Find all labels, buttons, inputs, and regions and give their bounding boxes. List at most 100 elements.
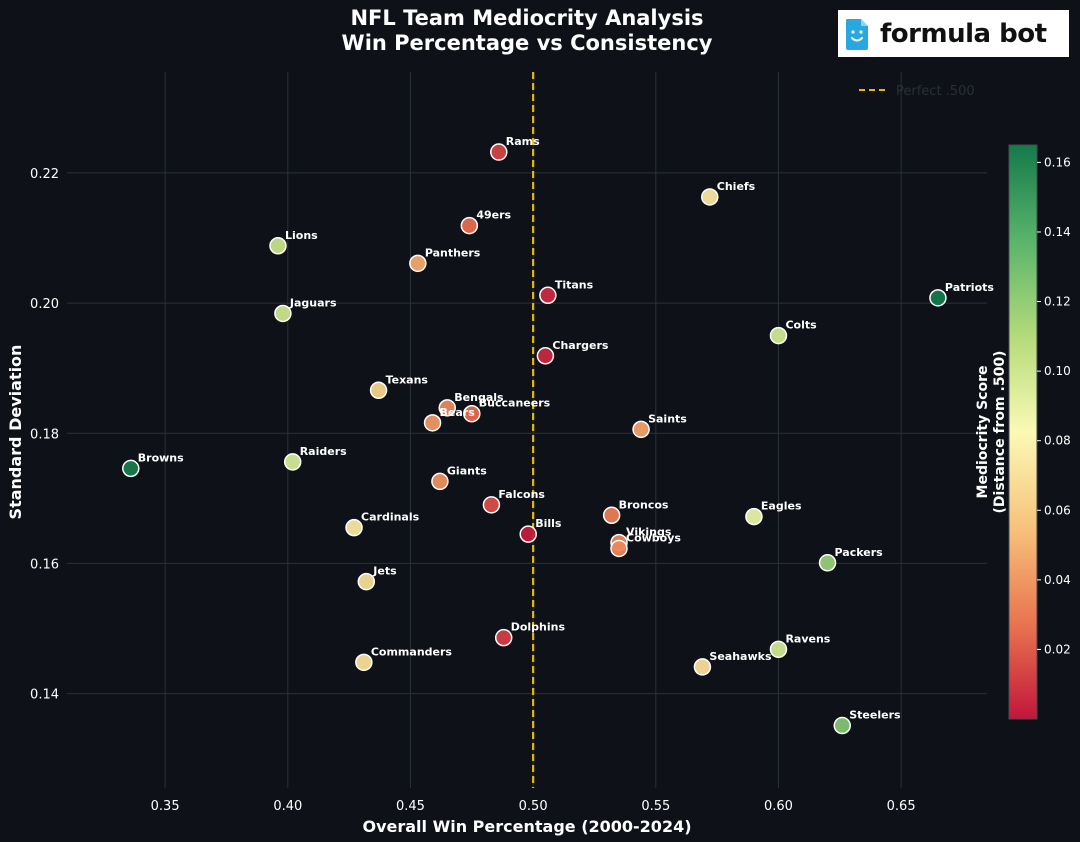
point-label-chiefs: Chiefs: [717, 180, 756, 193]
point-label-chargers: Chargers: [552, 339, 609, 352]
point-label-dolphins: Dolphins: [511, 621, 566, 634]
colorbar: 0.02 0.04 0.06 0.08 0.10 0.12 0.14 0.16 Mediocr…: [975, 144, 1071, 720]
logo-text: formula bot: [880, 18, 1047, 49]
colorbar-tick-label: 0.10: [1044, 364, 1071, 378]
point-steelers: [833, 716, 852, 735]
point-bengals: [438, 399, 457, 417]
chart-subtitle: Win Percentage vs Consistency: [342, 31, 713, 55]
point-texans: [369, 381, 388, 400]
point-cowboys: [610, 539, 628, 558]
point-jets: [357, 572, 376, 591]
point-label-ravens: Ravens: [785, 632, 830, 645]
point-jaguars: [274, 304, 292, 323]
x-tick-label: 0.60: [764, 799, 793, 814]
colorbar-tick-label: 0.02: [1044, 642, 1071, 656]
point-browns: [122, 459, 140, 478]
point-label-buccaneers: Buccaneers: [479, 397, 551, 410]
point-label-steelers: Steelers: [849, 709, 901, 722]
point-saints: [632, 420, 650, 439]
point-giants: [431, 472, 449, 491]
x-axis-label: Overall Win Percentage (2000-2024): [362, 817, 691, 836]
point-label-eagles: Eagles: [761, 500, 802, 513]
y-ticks: 0.14 0.16 0.18 0.20 0.22: [30, 167, 59, 703]
point-label-lions: Lions: [285, 229, 318, 242]
point-label-texans: Texans: [386, 373, 429, 386]
y-tick-label: 0.22: [30, 167, 59, 182]
x-tick-label: 0.45: [396, 799, 425, 814]
y-tick-label: 0.18: [30, 427, 59, 442]
point-label-rams: Rams: [506, 135, 540, 148]
point-label-jets: Jets: [372, 565, 397, 578]
point-broncos: [602, 506, 621, 525]
point-packers: [818, 554, 837, 572]
point-patriots: [929, 289, 947, 307]
colorbar-tick-label: 0.08: [1044, 434, 1071, 448]
point-seahawks: [693, 658, 712, 676]
point-labels: Rams Chiefs 49ers Lions Panthers Titans Patrio…: [138, 135, 995, 721]
data-points: [122, 143, 947, 735]
point-eagles: [745, 507, 763, 526]
point-chargers: [536, 347, 555, 365]
colorbar-gradient: [1008, 144, 1038, 720]
grid: [67, 72, 987, 788]
point-label-broncos: Broncos: [619, 498, 669, 511]
point-label-falcons: Falcons: [498, 488, 545, 501]
point-dolphins: [494, 628, 513, 647]
point-label-cowboys: Cowboys: [626, 531, 681, 544]
point-label-49ers: 49ers: [476, 209, 511, 222]
point-cardinals: [345, 518, 363, 537]
legend: Perfect .500: [859, 84, 975, 99]
x-tick-label: 0.40: [273, 799, 302, 814]
point-buccaneers: [463, 404, 481, 423]
x-ticks: 0.35 0.40 0.45 0.50 0.55 0.60 0.65: [151, 799, 916, 814]
colorbar-tick-label: 0.06: [1044, 503, 1071, 517]
colorbar-tick-label: 0.16: [1044, 155, 1071, 169]
colorbar-tick-label: 0.04: [1044, 573, 1071, 587]
point-lions: [269, 237, 287, 255]
point-label-packers: Packers: [835, 546, 884, 559]
point-label-commanders: Commanders: [371, 645, 453, 658]
point-label-patriots: Patriots: [945, 281, 994, 294]
point-label-bears: Bears: [440, 406, 476, 419]
point-titans: [539, 286, 557, 305]
point-colts: [769, 326, 788, 345]
y-tick-label: 0.20: [30, 297, 59, 312]
point-commanders: [355, 653, 373, 672]
point-bears: [423, 414, 442, 432]
point-label-giants: Giants: [447, 464, 487, 477]
y-tick-label: 0.16: [30, 557, 59, 572]
y-axis-label: Standard Deviation: [6, 345, 25, 520]
colorbar-title-line1: Mediocrity Score: [975, 366, 991, 499]
point-label-seahawks: Seahawks: [709, 650, 772, 663]
x-tick-label: 0.55: [641, 799, 670, 814]
x-tick-label: 0.50: [519, 799, 548, 814]
smiling-doc-icon: [846, 18, 868, 50]
point-label-vikings: Vikings: [626, 526, 672, 539]
colorbar-tick-label: 0.12: [1044, 295, 1071, 309]
colorbar-tick-label: 0.14: [1044, 225, 1071, 239]
point-label-titans: Titans: [555, 278, 594, 291]
point-rams: [490, 143, 508, 161]
point-bills: [519, 525, 537, 543]
point-panthers: [409, 254, 427, 273]
point-label-saints: Saints: [648, 412, 687, 425]
point-label-bengals: Bengals: [454, 391, 504, 404]
point-49ers: [460, 216, 479, 235]
y-tick-label: 0.14: [30, 688, 59, 703]
formula-bot-logo: formula bot: [838, 10, 1069, 57]
point-ravens: [769, 640, 788, 659]
point-chiefs: [701, 188, 719, 206]
x-tick-label: 0.35: [151, 799, 180, 814]
point-raiders: [283, 453, 302, 471]
colorbar-title-line2: (Distance from .500): [992, 351, 1008, 514]
colorbar-ticks: 0.02 0.04 0.06 0.08 0.10 0.12 0.14 0.16: [1037, 155, 1071, 656]
legend-label: Perfect .500: [896, 84, 975, 99]
point-label-browns: Browns: [138, 451, 184, 464]
plot-area: [67, 72, 987, 788]
x-tick-label: 0.65: [887, 799, 916, 814]
point-label-bills: Bills: [535, 517, 562, 530]
point-falcons: [482, 496, 501, 514]
point-label-cardinals: Cardinals: [361, 511, 420, 524]
point-label-panthers: Panthers: [425, 246, 481, 259]
